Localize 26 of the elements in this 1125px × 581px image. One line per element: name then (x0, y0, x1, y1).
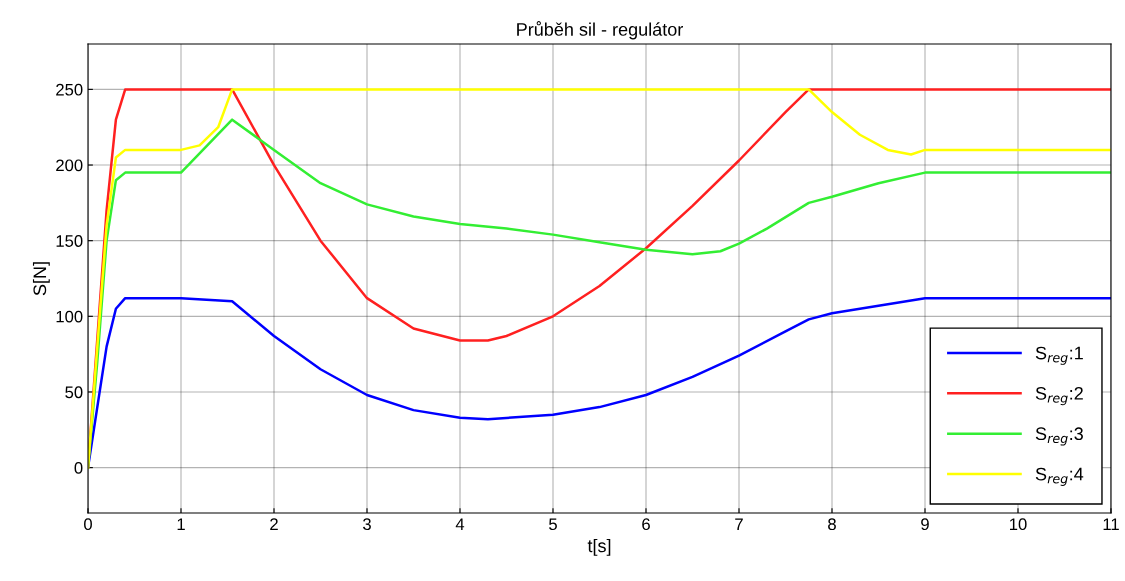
line-series (88, 296, 1111, 469)
x-tick-label: 7 (735, 518, 743, 530)
x-axis-title: t[s] (587, 538, 611, 556)
y-tick-label: 0 (74, 462, 83, 474)
x-tick-label: 8 (828, 518, 836, 531)
y-tick-label: 250 (56, 83, 83, 96)
y-axis-title: S[N] (32, 262, 50, 296)
y-tick-label: 200 (56, 159, 83, 172)
chart-title: Průběh sil - regulátor (517, 21, 683, 40)
x-tick-label: 3 (363, 518, 371, 531)
legend-label: S$_{reg}$:2 (1035, 386, 1083, 406)
y-tick-label: 50 (65, 386, 83, 399)
x-tick-label: 0 (84, 518, 92, 531)
y-tick-label: 150 (56, 235, 83, 247)
y-tick-label: 100 (56, 310, 83, 323)
x-tick-label: 9 (921, 518, 929, 531)
legend-label: S$_{reg}$:4 (1035, 467, 1084, 486)
legend-label: S$_{reg}$:1 (1035, 346, 1083, 365)
x-tick-label: 1 (177, 518, 185, 530)
x-tick-label: 6 (642, 518, 650, 531)
legend-label: S$_{reg}$:3 (1035, 427, 1083, 446)
x-tick-label: 2 (270, 518, 278, 530)
x-tick-label: 11 (1103, 518, 1119, 530)
x-tick-label: 5 (549, 518, 557, 531)
x-tick-label: 10 (1010, 518, 1027, 531)
x-tick-label: 4 (455, 518, 465, 530)
